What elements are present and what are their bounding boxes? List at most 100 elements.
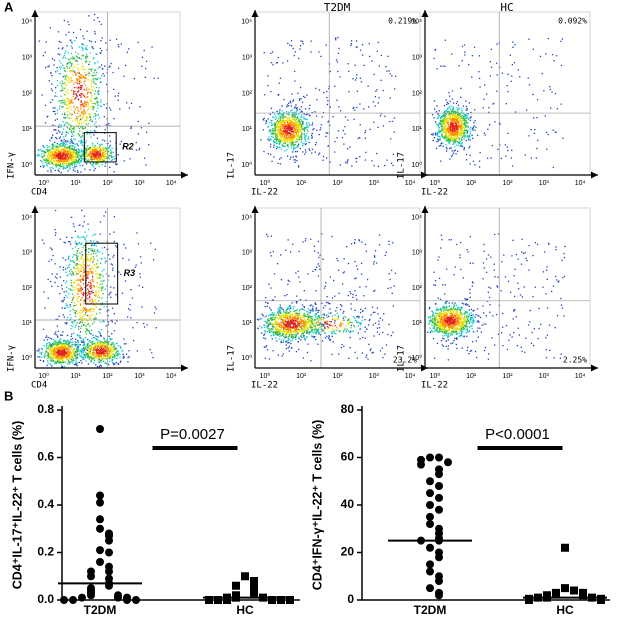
event-dot (465, 114, 467, 116)
event-dot (460, 125, 462, 127)
event-dot (48, 354, 50, 356)
event-dot (57, 360, 59, 362)
event-dot (112, 343, 114, 345)
event-dot (373, 73, 375, 76)
event-dot (66, 79, 68, 81)
event-dot (67, 76, 69, 78)
event-dot (447, 125, 450, 127)
event-dot (105, 147, 107, 149)
event-dot (42, 360, 45, 362)
event-dot (67, 154, 69, 156)
event-dot (356, 90, 358, 92)
event-dot (40, 165, 42, 168)
event-dot (454, 127, 456, 129)
event-dot (74, 51, 77, 53)
event-dot (111, 156, 113, 158)
event-dot (78, 75, 80, 77)
event-dot (48, 260, 50, 262)
event-dot (102, 160, 104, 163)
event-dot (447, 103, 450, 105)
event-dot (57, 159, 59, 162)
event-dot (140, 256, 142, 258)
event-dot (461, 142, 463, 144)
event-dot (65, 153, 67, 155)
event-dot (292, 115, 294, 117)
event-dot (50, 88, 53, 90)
event-dot (294, 124, 296, 127)
event-dot (448, 140, 450, 142)
event-dot (439, 136, 441, 138)
event-dot (461, 127, 463, 129)
event-dot (51, 158, 54, 160)
event-dot (78, 57, 81, 59)
event-dot (95, 162, 97, 164)
event-dot (110, 159, 113, 161)
event-dot (279, 134, 281, 136)
event-dot (73, 332, 75, 334)
event-dot (93, 134, 95, 136)
event-dot (273, 146, 275, 148)
event-dot (304, 144, 307, 146)
event-dot (40, 148, 42, 151)
event-dot (91, 163, 94, 166)
event-dot (86, 89, 88, 91)
event-dot (451, 123, 453, 126)
event-dot (296, 145, 298, 147)
event-dot (105, 42, 107, 44)
event-dot (66, 304, 68, 307)
event-dot (300, 130, 302, 133)
event-dot (65, 141, 67, 143)
event-dot (78, 87, 80, 89)
event-dot (514, 111, 517, 113)
event-dot (47, 154, 49, 156)
event-dot (277, 136, 279, 138)
event-dot (298, 129, 300, 131)
event-dot (452, 152, 455, 154)
event-dot (457, 133, 459, 135)
event-dot (70, 81, 72, 83)
event-dot (114, 348, 116, 351)
event-dot (96, 263, 98, 265)
event-dot (375, 90, 377, 92)
event-dot (51, 155, 53, 157)
event-dot (282, 113, 284, 115)
event-dot (294, 161, 296, 163)
event-dot (329, 161, 331, 163)
event-dot (464, 130, 467, 132)
event-dot (82, 113, 84, 115)
event-dot (445, 128, 447, 130)
event-dot (350, 40, 353, 42)
event-dot (260, 139, 262, 141)
event-dot (77, 159, 79, 162)
event-dot (469, 119, 471, 121)
event-dot (90, 69, 92, 71)
event-dot (96, 342, 98, 345)
event-dot (78, 127, 81, 130)
event-dot (44, 165, 46, 167)
event-dot (67, 108, 69, 110)
event-dot (292, 141, 294, 143)
event-dot (450, 140, 452, 142)
event-dot (83, 75, 85, 77)
event-dot (50, 344, 53, 346)
event-dot (278, 123, 280, 125)
event-dot (48, 65, 50, 67)
event-dot (276, 117, 278, 119)
event-dot (79, 321, 81, 324)
event-dot (99, 81, 102, 83)
event-dot (296, 121, 298, 123)
event-dot (303, 113, 305, 115)
event-dot (454, 118, 456, 120)
event-dot (329, 124, 331, 126)
event-dot (78, 162, 80, 164)
event-dot (466, 130, 468, 132)
event-dot (449, 117, 452, 119)
event-dot (110, 338, 112, 340)
event-dot (54, 141, 56, 143)
event-dot (306, 127, 308, 129)
event-dot (46, 158, 48, 160)
event-dot (290, 145, 292, 147)
event-dot (455, 122, 457, 125)
event-dot (315, 141, 317, 144)
event-dot (90, 359, 92, 362)
